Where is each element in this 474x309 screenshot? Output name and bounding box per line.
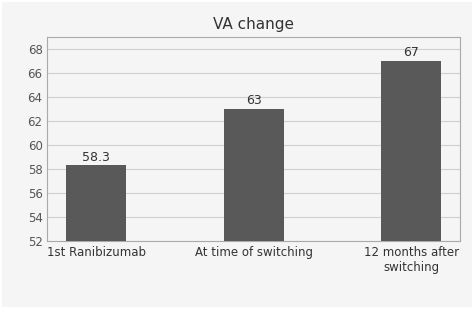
Bar: [381, 61, 441, 309]
Text: 67: 67: [403, 46, 419, 59]
Text: 63: 63: [246, 94, 262, 107]
Title: VA change: VA change: [213, 17, 294, 32]
Bar: [224, 109, 283, 309]
Text: 58.3: 58.3: [82, 151, 110, 164]
Bar: [66, 165, 126, 309]
